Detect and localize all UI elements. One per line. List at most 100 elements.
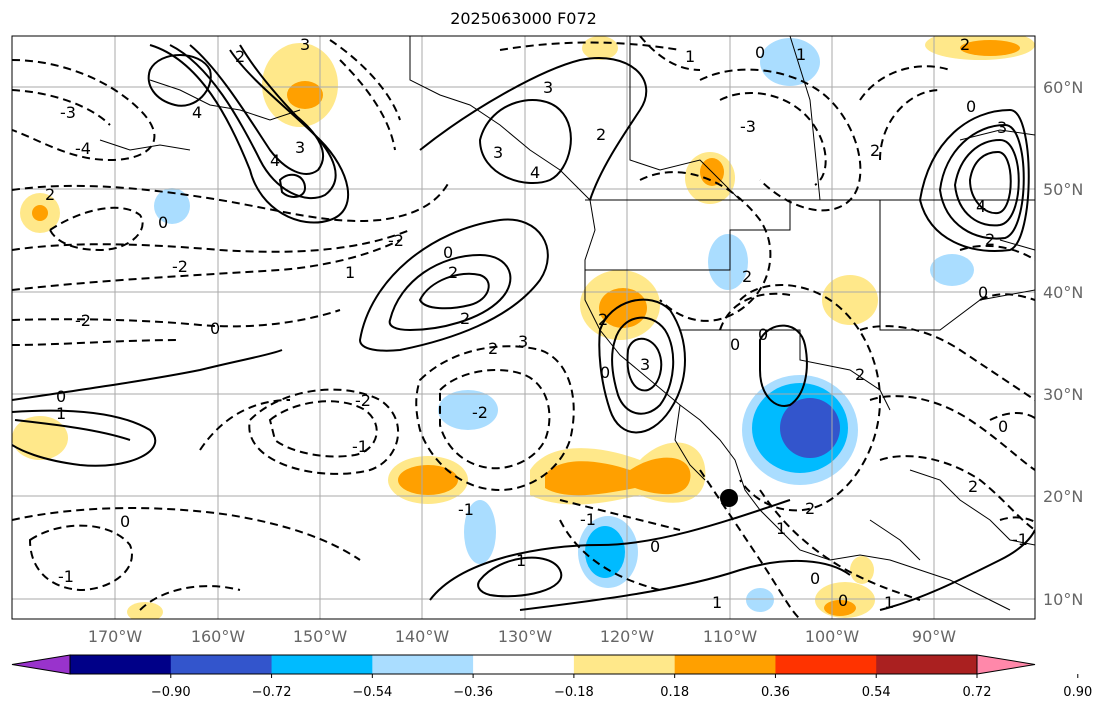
contour-label: 3	[300, 35, 310, 54]
location-marker	[720, 489, 738, 507]
contour-label: 0	[443, 243, 453, 262]
contour-label: 2	[985, 230, 995, 249]
shaded-regions	[12, 36, 1035, 619]
lon-label: 130°W	[498, 627, 553, 646]
longitude-labels: 170°W 160°W 150°W 140°W 130°W 120°W 110°…	[88, 627, 956, 646]
coastlines	[99, 36, 1035, 611]
map-content: 3 2 4 4 3 -4 -3 2 0 -2 -2 0 1 -2 0 2 2 2…	[12, 35, 1035, 619]
contour-label: -3	[740, 117, 756, 136]
contour-label: 3	[543, 78, 553, 97]
shade-pacific-blue-2	[438, 390, 498, 430]
contour-label: 0	[810, 569, 820, 588]
colorbar-segment	[473, 655, 575, 674]
contour-label: 2	[960, 35, 970, 54]
contour-label: 0	[730, 335, 740, 354]
contour-label: 2	[598, 310, 608, 329]
map-frame	[11, 35, 1036, 620]
colorbar-segment	[674, 655, 776, 674]
colorbar-tick-label: −0.72	[252, 685, 292, 700]
contour-label: 0	[966, 97, 976, 116]
lat-label: 30°N	[1043, 385, 1083, 404]
contour-label: 0	[755, 43, 765, 62]
contour-label: 2	[235, 47, 245, 66]
colorbar-outline	[69, 654, 978, 675]
contour-label: 2	[870, 141, 880, 160]
colorbar-segment	[70, 655, 172, 674]
colorbar-tick-label: −0.54	[352, 685, 392, 700]
contour-label: 1	[776, 519, 786, 538]
colorbar	[11, 654, 1079, 678]
lon-label: 90°W	[912, 627, 956, 646]
colorbar-tick-label: 0.72	[963, 685, 992, 700]
colorbar-tick-label: −0.36	[453, 685, 493, 700]
shade-plains	[822, 275, 878, 325]
contour-labels: 3 2 4 4 3 -4 -3 2 0 -2 -2 0 1 -2 0 2 2 2…	[45, 35, 1028, 612]
lat-label: 50°N	[1043, 180, 1083, 199]
lon-label: 100°W	[805, 627, 860, 646]
lat-label: 40°N	[1043, 283, 1083, 302]
shade-canada-blue	[760, 38, 820, 86]
lon-label: 110°W	[703, 627, 758, 646]
lat-label: 10°N	[1043, 590, 1083, 609]
colorbar-tick-label: 0.54	[862, 685, 891, 700]
shade-subtrop-core	[398, 465, 458, 495]
dashed-contours	[12, 36, 1035, 619]
lat-label: 60°N	[1043, 78, 1083, 97]
contour-label: 0	[978, 283, 988, 302]
colorbar-tick-labels: −0.90 −0.72 −0.54 −0.36 −0.18 0.18 0.36 0.54 0.7…	[151, 685, 1092, 700]
gridlines	[12, 36, 1035, 619]
contour-label: 1	[685, 47, 695, 66]
shade-midwest-blue	[930, 254, 974, 286]
contour-label: 2	[855, 365, 865, 384]
contour-label: -2	[75, 311, 91, 330]
contour-label: 1	[56, 404, 66, 423]
contour-label: 0	[210, 319, 220, 338]
contour-label: 4	[976, 197, 986, 216]
colorbar-tick-label: 0.18	[660, 685, 689, 700]
lon-label: 150°W	[293, 627, 348, 646]
contour-label: 2	[968, 477, 978, 496]
contour-label: -2	[472, 403, 488, 422]
shade-south-west	[127, 602, 163, 619]
colorbar-segment	[775, 655, 877, 674]
contour-label: 2	[448, 263, 458, 282]
contour-label: 4	[530, 163, 540, 182]
contour-label: 1	[516, 551, 526, 570]
contour-label: 0	[650, 537, 660, 556]
shade-mexico-blue-core	[780, 398, 840, 458]
contour-label: 0	[758, 325, 768, 344]
lon-label: 140°W	[395, 627, 450, 646]
colorbar-extend-max	[976, 654, 1036, 675]
contour-label: 0	[838, 591, 848, 610]
shade-baja-core	[545, 457, 691, 496]
solid-contours	[12, 44, 1035, 611]
contour-label: 1	[884, 593, 894, 612]
contour-label: 0	[56, 387, 66, 406]
contour-label: -1	[458, 500, 474, 519]
contour-label: 3	[295, 138, 305, 157]
colorbar-extend-min	[11, 654, 71, 675]
colorbar-segment	[372, 655, 474, 674]
shade-hudson-core	[960, 40, 1020, 56]
contour-label: 0	[158, 213, 168, 232]
lon-label: 170°W	[88, 627, 143, 646]
contour-label: -4	[75, 139, 91, 158]
contour-label: 3	[640, 355, 650, 374]
colorbar-tick-label: −0.18	[554, 685, 594, 700]
contour-label: -2	[388, 231, 404, 250]
shade-trop-blue-core	[585, 526, 625, 578]
shade-trop-blue	[464, 500, 496, 564]
contour-label: 2	[596, 125, 606, 144]
shade-pacific-blue	[154, 188, 190, 224]
contour-label: 1	[345, 263, 355, 282]
contour-label: -1	[58, 567, 74, 586]
contour-label: -1	[352, 437, 368, 456]
contour-label: 0	[120, 512, 130, 531]
contour-label: 2	[488, 339, 498, 358]
shade-alaska-core	[287, 81, 323, 109]
shade-yukon	[582, 36, 618, 60]
colorbar-segment	[170, 655, 273, 674]
shade-rockies-blue	[708, 234, 748, 290]
contour-label: 3	[997, 118, 1007, 137]
